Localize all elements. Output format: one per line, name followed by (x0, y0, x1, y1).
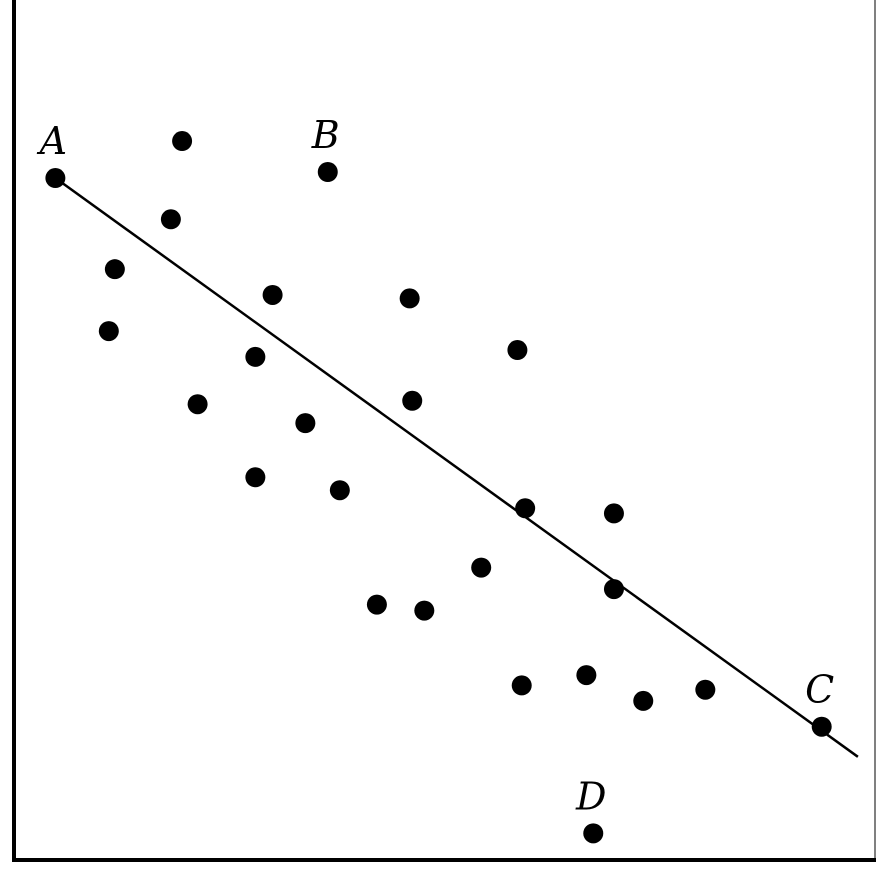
data-point (399, 288, 420, 309)
data-point (414, 600, 435, 621)
point-a (45, 168, 66, 189)
data-point (576, 665, 597, 686)
data-point (515, 498, 536, 519)
data-point (98, 321, 119, 342)
data-point (262, 284, 283, 305)
data-point (633, 690, 654, 711)
point-b (317, 162, 338, 182)
data-point (507, 340, 528, 361)
point-d (583, 823, 604, 844)
data-point (187, 394, 208, 415)
data-point (471, 557, 492, 578)
data-point (172, 131, 193, 152)
data-point (329, 480, 350, 501)
data-point (295, 413, 316, 434)
trend-line (54, 177, 859, 758)
data-point (366, 594, 387, 615)
data-point (603, 503, 624, 524)
data-point (245, 346, 266, 367)
point-label-d: D (575, 774, 606, 818)
point-c (811, 716, 832, 737)
data-point (245, 467, 266, 488)
data-point (511, 675, 532, 696)
data-point (160, 209, 181, 230)
point-label-b: B (311, 113, 340, 157)
data-point (402, 390, 423, 411)
point-label-a: A (37, 119, 67, 163)
data-point (695, 679, 716, 700)
data-point (104, 259, 125, 280)
data-point (603, 579, 624, 600)
point-label-c: C (805, 668, 834, 712)
